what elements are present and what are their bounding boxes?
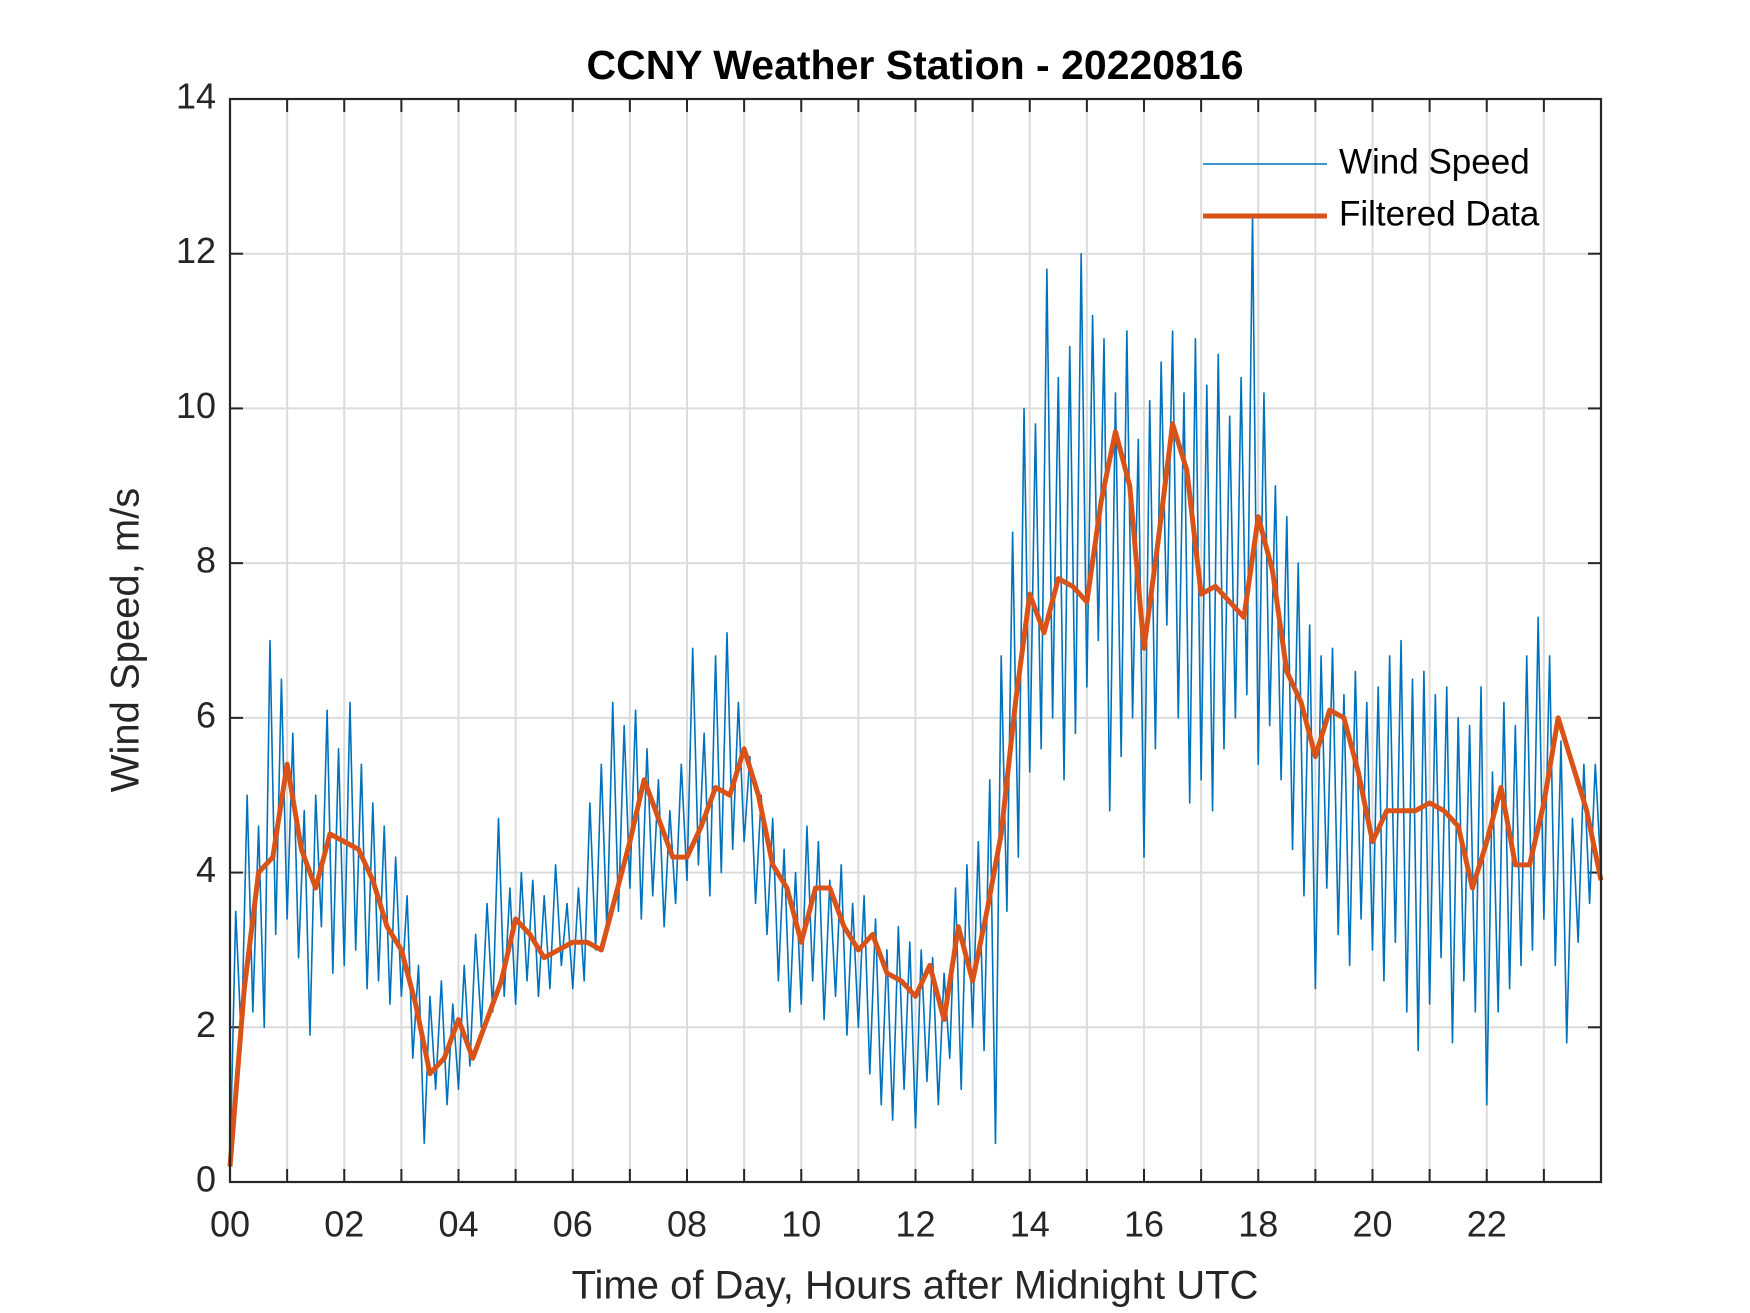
x-tick-label: 14 (1010, 1204, 1050, 1245)
legend-label: Wind Speed (1339, 142, 1530, 181)
legend-label: Filtered Data (1339, 194, 1540, 233)
chart-title: CCNY Weather Station - 20220816 (586, 42, 1243, 88)
x-tick-label: 12 (895, 1204, 935, 1245)
y-axis-label: Wind Speed, m/s (104, 488, 148, 793)
x-tick-label: 22 (1467, 1204, 1507, 1245)
x-tick-label: 20 (1352, 1204, 1392, 1245)
series-line (227, 421, 1604, 1167)
series-line (229, 214, 1602, 1167)
y-tick-label: 6 (196, 694, 216, 735)
x-tick-label: 02 (324, 1204, 364, 1245)
x-tick-label: 08 (667, 1204, 707, 1245)
y-tick-label: 14 (176, 76, 216, 117)
x-tick-label: 10 (781, 1204, 821, 1245)
x-tick-label: 06 (553, 1204, 593, 1245)
y-tick-label: 12 (176, 230, 216, 271)
y-tick-label: 8 (196, 540, 216, 581)
y-tick-label: 0 (196, 1159, 216, 1200)
y-tick-label: 4 (196, 849, 216, 890)
x-tick-label: 00 (210, 1204, 250, 1245)
x-tick-label: 18 (1238, 1204, 1278, 1245)
y-tick-label: 10 (176, 385, 216, 426)
x-tick-label: 16 (1124, 1204, 1164, 1245)
x-axis-label: Time of Day, Hours after Midnight UTC (572, 1264, 1259, 1308)
x-tick-label: 04 (438, 1204, 478, 1245)
plot-frame (228, 97, 1603, 1184)
y-tick-label: 2 (196, 1004, 216, 1045)
